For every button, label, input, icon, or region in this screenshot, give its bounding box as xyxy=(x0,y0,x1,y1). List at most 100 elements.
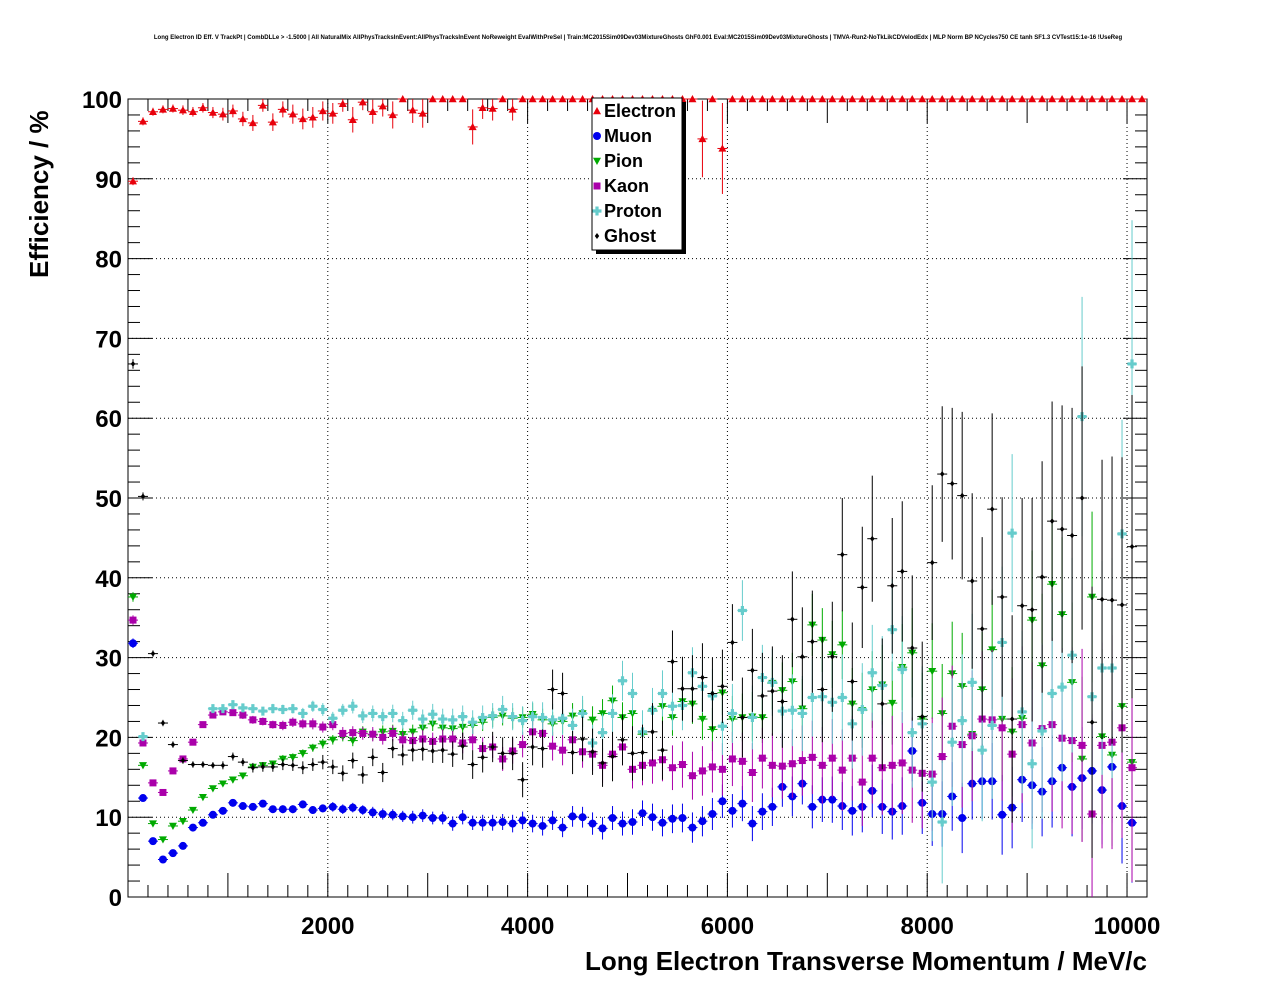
legend-marker-pion xyxy=(593,157,601,165)
muon-point xyxy=(458,813,467,822)
muon-point xyxy=(768,802,777,811)
muon-point xyxy=(588,819,597,828)
proton-point xyxy=(1037,726,1047,736)
kaon-point xyxy=(1078,741,1086,749)
kaon-point xyxy=(209,711,217,719)
kaon-point xyxy=(319,723,327,731)
ghost-point xyxy=(800,653,805,660)
kaon-point xyxy=(559,746,567,754)
electron-point xyxy=(918,95,927,103)
proton-point xyxy=(578,708,588,718)
electron-point xyxy=(308,113,317,121)
proton-point xyxy=(857,704,867,714)
proton-point xyxy=(388,708,398,718)
electron-point xyxy=(248,118,257,127)
muon-point xyxy=(728,806,737,815)
ghost-point xyxy=(690,685,695,692)
ghost-point xyxy=(820,686,825,693)
electron-point xyxy=(388,110,397,119)
electron-point xyxy=(928,95,937,103)
electron-point xyxy=(168,104,177,112)
kaon-point xyxy=(748,769,756,777)
electron-point xyxy=(238,114,247,123)
pion-point xyxy=(188,806,197,815)
ghost-point xyxy=(1059,526,1065,533)
legend-marker-electron xyxy=(593,107,601,115)
kaon-point xyxy=(339,729,347,737)
kaon-point xyxy=(778,762,786,770)
electron-point xyxy=(808,95,817,103)
kaon-point xyxy=(389,729,397,737)
muon-point xyxy=(998,810,1007,819)
ghost-point xyxy=(630,750,635,757)
muon-point xyxy=(658,818,667,827)
muon-point xyxy=(168,849,177,858)
kaon-point xyxy=(1128,764,1136,772)
muon-point xyxy=(368,808,377,817)
grid-lines xyxy=(128,98,1147,898)
electron-point xyxy=(428,95,437,103)
electron-point xyxy=(688,95,697,103)
proton-point xyxy=(298,708,308,718)
muon-point xyxy=(538,821,547,830)
electron-point xyxy=(228,106,237,115)
ghost-point xyxy=(770,688,775,695)
electron-point xyxy=(978,95,987,103)
proton-point xyxy=(138,732,148,742)
electron-point xyxy=(828,95,837,103)
ghost-point xyxy=(260,763,266,770)
ghost-point xyxy=(550,686,555,693)
pion-point xyxy=(698,715,707,724)
proton-point xyxy=(258,706,268,716)
proton-point xyxy=(667,701,677,711)
muon-point xyxy=(398,812,407,821)
ghost-point xyxy=(720,683,725,690)
pion-point xyxy=(928,667,937,676)
pion-point xyxy=(838,641,847,649)
kaon-point xyxy=(369,730,377,738)
muon-point xyxy=(308,806,317,815)
electron-point xyxy=(558,95,567,103)
electron-point xyxy=(698,134,707,143)
muon-point xyxy=(738,799,747,808)
kaon-point xyxy=(259,717,267,725)
proton-point xyxy=(747,712,757,722)
electron-point xyxy=(1088,95,1097,103)
proton-point xyxy=(787,705,797,715)
ghost-point xyxy=(570,749,575,756)
legend-label-muon: Muon xyxy=(604,126,652,146)
proton-point xyxy=(987,720,997,730)
proton-point xyxy=(508,712,518,722)
ghost-point xyxy=(1039,574,1045,581)
kaon-point xyxy=(838,766,846,774)
muon-point xyxy=(718,797,727,806)
ghost-point xyxy=(650,728,655,735)
ghost-point xyxy=(750,667,755,674)
kaon-point xyxy=(708,763,716,771)
electron-point xyxy=(148,107,157,115)
electron-point xyxy=(898,95,907,103)
ghost-point xyxy=(1019,602,1025,609)
ghost-point xyxy=(340,770,345,777)
muon-point xyxy=(668,814,677,823)
kaon-point xyxy=(309,720,317,728)
muon-point xyxy=(608,813,617,822)
electron-point xyxy=(748,95,757,103)
ghost-point xyxy=(989,506,995,513)
kaon-point xyxy=(808,753,816,761)
proton-point xyxy=(268,704,278,714)
pion-point xyxy=(328,736,337,744)
pion-point xyxy=(198,794,207,802)
muon-point xyxy=(348,803,357,812)
kaon-point xyxy=(289,718,297,726)
muon-point xyxy=(598,824,607,833)
proton-point xyxy=(368,708,378,718)
pion-point xyxy=(148,820,157,828)
muon-point xyxy=(558,823,567,832)
legend-marker-ghost xyxy=(594,233,600,239)
proton-point xyxy=(807,693,817,703)
electron-point xyxy=(1008,95,1017,103)
muon-point xyxy=(248,802,257,811)
muon-point xyxy=(148,837,157,846)
ghost-point xyxy=(190,761,196,768)
